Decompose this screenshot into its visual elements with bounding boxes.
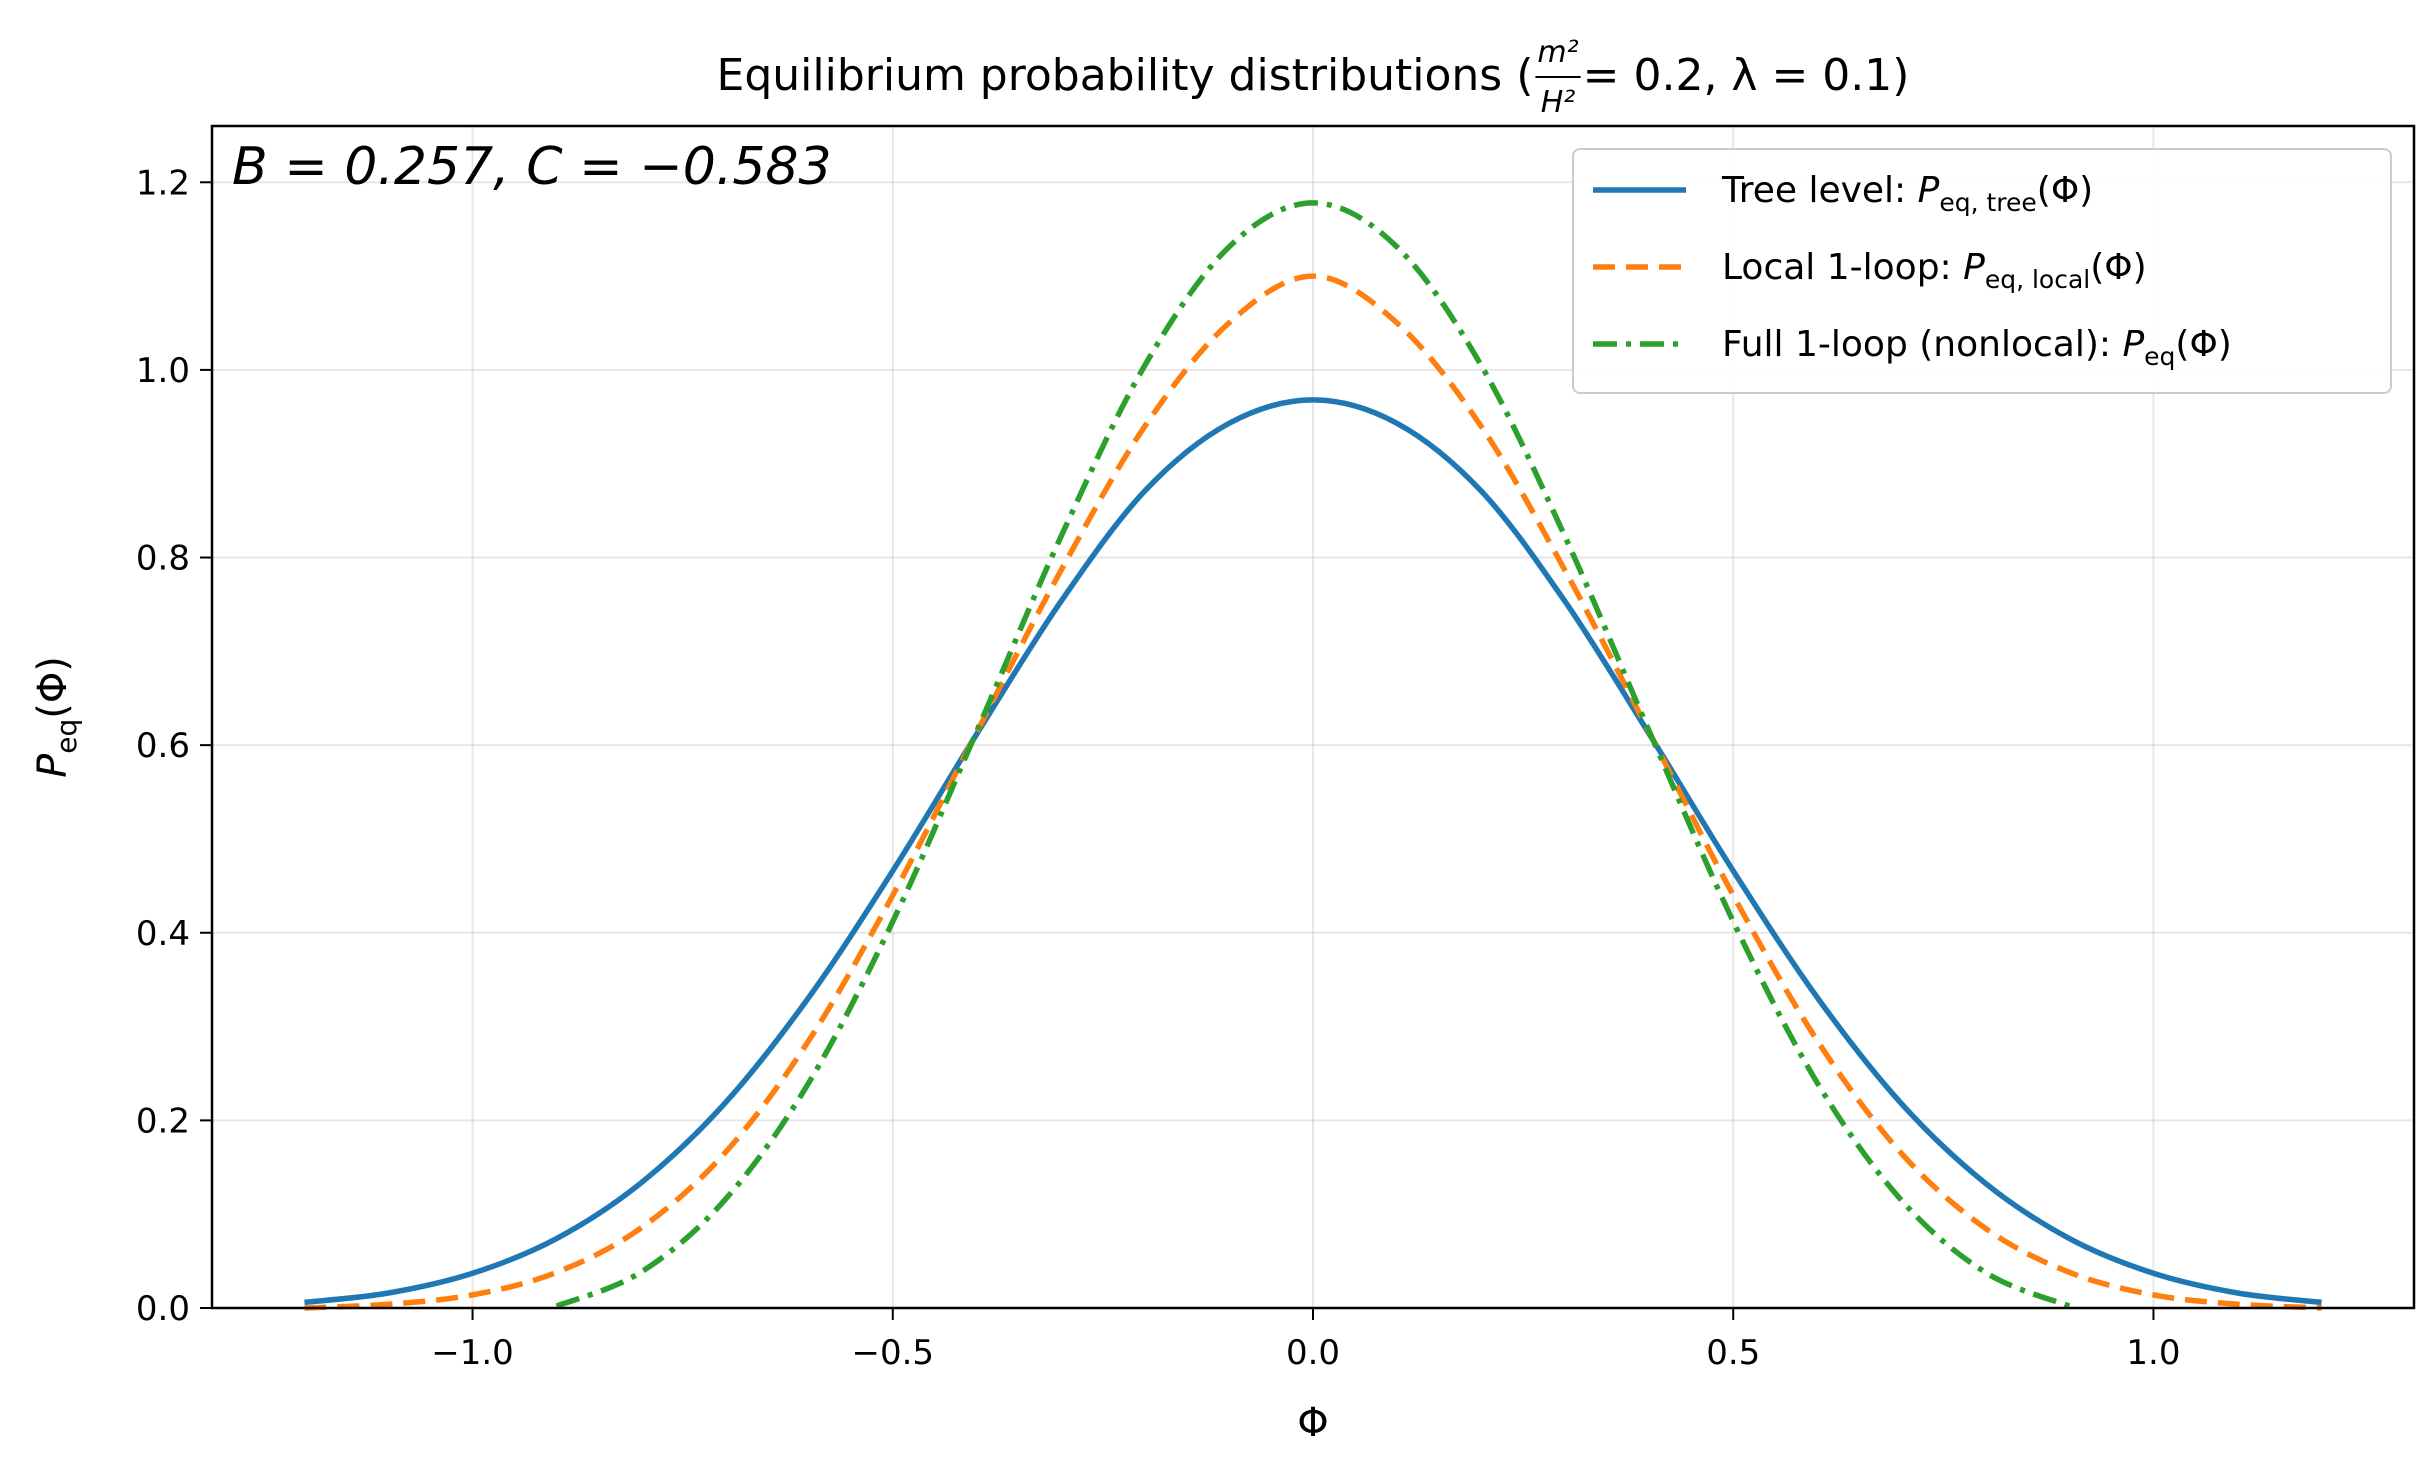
y-axis-label-sub: eq [50, 719, 83, 754]
title-prefix: Equilibrium probability distributions ( [717, 50, 1534, 101]
y-axis-label-group: Peq(Φ) [30, 656, 83, 778]
x-tick-label: 0.5 [1706, 1333, 1760, 1373]
title-fraction-numerator: m² [1537, 35, 1578, 70]
title-fraction-denominator: H² [1541, 85, 1576, 120]
chart-title: Equilibrium probability distributions ( … [717, 35, 1910, 120]
series-line-2 [304, 273, 2322, 1311]
y-tick-label: 0.0 [136, 1289, 190, 1329]
y-tick-label: 0.2 [136, 1101, 190, 1141]
legend-label-2: Local 1-loop: Peq, local(Φ) [1722, 247, 2147, 294]
series-line-3 [555, 200, 2071, 1309]
y-tick-label: 1.2 [136, 163, 190, 203]
legend-box [1572, 148, 2392, 394]
x-axis-label: Φ [1297, 1400, 1328, 1446]
y-tick-label: 0.6 [136, 726, 190, 766]
y-tick-label: 0.4 [136, 914, 190, 954]
y-axis-label-tail: (Φ) [30, 656, 76, 719]
series-line-1 [304, 397, 2322, 1306]
x-tick-label: −1.0 [431, 1333, 514, 1373]
legend: Tree level: Peq, tree(Φ) Local 1-loop: Pe… [1572, 148, 2392, 394]
x-tick-label: 0.0 [1286, 1333, 1340, 1373]
y-tick-label: 1.0 [136, 351, 190, 391]
series-layer [304, 200, 2322, 1311]
parameter-annotation: B = 0.257, C = −0.583 [232, 137, 832, 197]
legend-label-3: Full 1-loop (nonlocal): Peq(Φ) [1722, 324, 2232, 371]
y-axis-label: Peq(Φ) [30, 656, 83, 778]
y-axis-label-symbol: P [30, 753, 76, 778]
title-suffix: = 0.2, λ = 0.1) [1583, 50, 1910, 101]
x-tick-label: −0.5 [851, 1333, 934, 1373]
y-tick-label: 0.8 [136, 539, 190, 579]
axis-ticks: −1.0 −0.5 0.0 0.5 1.0 0.0 0.2 0.4 0.6 0.8 1.0 1.2 [136, 163, 2181, 1373]
legend-label-1: Tree level: Peq, tree(Φ) [1721, 170, 2093, 217]
x-tick-label: 1.0 [2126, 1333, 2180, 1373]
